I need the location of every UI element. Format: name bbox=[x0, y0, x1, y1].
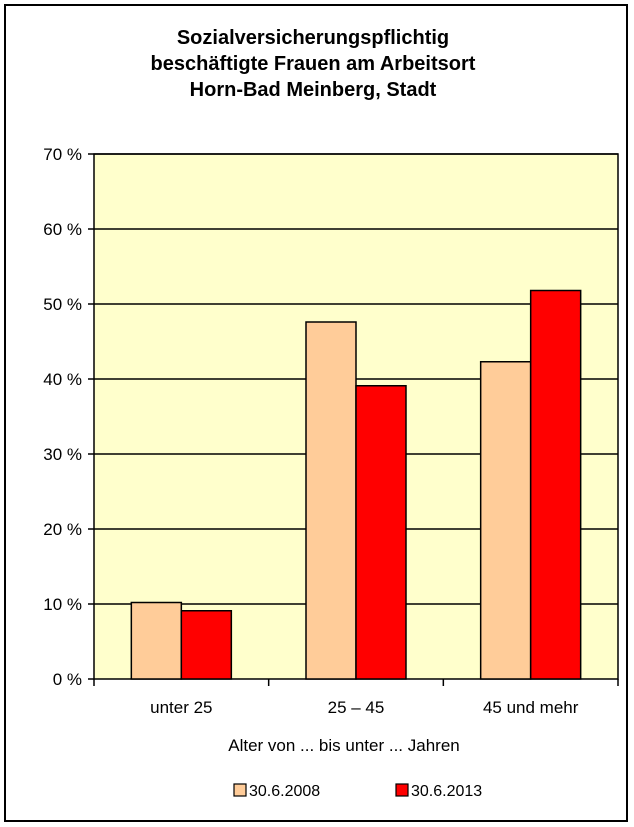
legend-swatch bbox=[395, 783, 409, 797]
bar bbox=[529, 289, 582, 680]
plot-area: 0 % 10 % 20 % 30 % 40 % 50 % 60 % 70 % unter 25 2… bbox=[43, 145, 619, 717]
x-axis-title: Alter von ... bis unter ... Jahren bbox=[228, 736, 460, 755]
y-tick-label: 0 % bbox=[53, 670, 82, 689]
y-tick-label: 20 % bbox=[43, 520, 82, 539]
bar bbox=[305, 321, 357, 680]
bar bbox=[479, 361, 532, 680]
bar bbox=[180, 610, 233, 680]
legend: 30.6.2008 30.6.2013 bbox=[233, 783, 482, 800]
y-tick-label: 40 % bbox=[43, 370, 82, 389]
y-tick-label: 70 % bbox=[43, 145, 82, 164]
chart-svg: Sozialversicherungspflichtig beschäftigt… bbox=[43, 27, 619, 800]
y-tick-label: 60 % bbox=[43, 220, 82, 239]
chart-frame: Sozialversicherungspflichtig beschäftigt… bbox=[4, 4, 628, 822]
x-tick-label: 45 und mehr bbox=[483, 698, 579, 717]
legend-label: 30.6.2013 bbox=[411, 783, 482, 800]
bar bbox=[355, 385, 407, 680]
chart-title: Sozialversicherungspflichtig beschäftigt… bbox=[151, 27, 476, 101]
y-tick-label: 30 % bbox=[43, 445, 82, 464]
legend-swatch bbox=[233, 783, 247, 797]
chart-title-line-3: Horn-Bad Meinberg, Stadt bbox=[190, 79, 437, 101]
y-tick-label: 10 % bbox=[43, 595, 82, 614]
bar bbox=[130, 601, 183, 680]
x-tick-label: unter 25 bbox=[150, 698, 212, 717]
legend-label: 30.6.2008 bbox=[249, 783, 320, 800]
chart-title-line-2: beschäftigte Frauen am Arbeitsort bbox=[151, 53, 476, 75]
x-tick-label: 25 – 45 bbox=[328, 698, 385, 717]
y-tick-label: 50 % bbox=[43, 295, 82, 314]
chart-title-line-1: Sozialversicherungspflichtig bbox=[177, 27, 449, 49]
